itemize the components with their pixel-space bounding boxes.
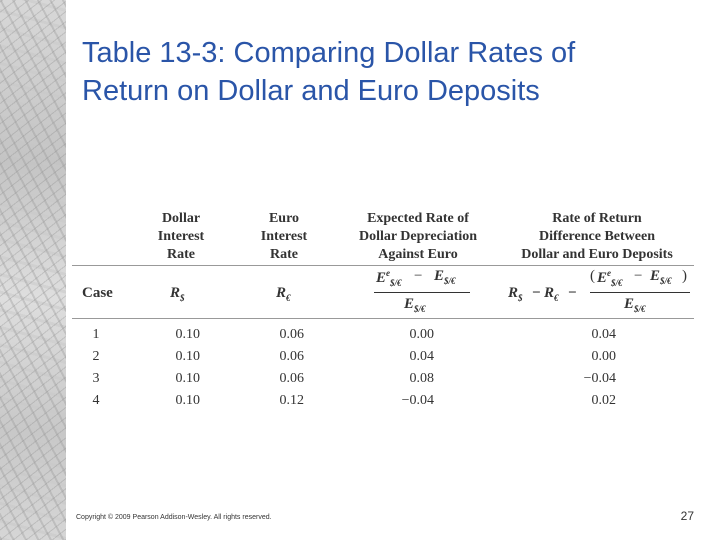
table-cell: 0.10: [175, 349, 201, 364]
table-cell: −0.04: [583, 371, 616, 386]
case-label: Case: [82, 285, 113, 301]
table-cell: 0.08: [409, 371, 435, 386]
diff-minus-1: −: [532, 285, 541, 301]
table-cell: 0.00: [591, 349, 617, 364]
table-cell: 0.12: [279, 393, 305, 408]
diff-numerator-e-spot: E$/€: [650, 268, 672, 286]
paren-open: (: [590, 268, 595, 284]
header-expected-depreciation: Expected Rate of Dollar Depreciation Aga…: [358, 211, 478, 262]
symbol-r-dollar-diff: R$: [508, 285, 523, 303]
column-dollar-rate: 0.10 0.10 0.10 0.10: [160, 324, 201, 412]
table-cell: 0.10: [175, 371, 201, 386]
diff-denominator-e-spot: E$/€: [624, 296, 646, 314]
paren-close: ): [682, 268, 687, 284]
table-cell: 0.06: [279, 349, 305, 364]
fraction-bar: [374, 292, 470, 293]
title-line-2: Return on Dollar and Euro Deposits: [82, 75, 540, 107]
fraction-numerator-e-spot: E$/€: [434, 268, 456, 286]
table-cell: 0.04: [409, 349, 435, 364]
header-rate-of-return-difference: Rate of Return Difference Between Dollar…: [521, 211, 673, 262]
table-cell: 3: [92, 371, 100, 386]
marble-side-texture: [0, 0, 66, 540]
table-cell: 2: [92, 349, 100, 364]
table-cell: 0.10: [175, 393, 201, 408]
fraction-denominator-e-spot: E$/€: [404, 296, 426, 314]
page-number: 27: [680, 509, 694, 523]
table-cell: 0.04: [591, 327, 617, 342]
header-rule: [72, 265, 694, 266]
fraction-numerator-e-expected: Ee$/€: [376, 268, 402, 288]
symbol-r-euro-diff: R€: [544, 285, 559, 303]
symbol-rule: [72, 318, 694, 319]
symbol-r-euro: R€: [276, 285, 291, 303]
header-euro-interest-rate: Euro Interest Rate: [260, 211, 308, 262]
diff-numerator-e-expected: Ee$/€: [597, 268, 623, 288]
column-case: 1 2 3 4: [90, 324, 102, 412]
table-cell: 0.06: [279, 371, 305, 386]
header-dollar-interest-rate: Dollar Interest Rate: [157, 211, 205, 262]
table-cell: 0.00: [409, 327, 435, 342]
table-cell: 1: [92, 327, 100, 342]
column-euro-rate: 0.06 0.06 0.06 0.12: [264, 324, 305, 412]
diff-fraction-minus: −: [634, 268, 643, 284]
title-line-1: Table 13-3: Comparing Dollar Rates of: [82, 37, 576, 69]
column-difference: 0.04 0.00 −0.04 0.02: [564, 324, 616, 412]
copyright-footer: Copyright © 2009 Pearson Addison-Wesley.…: [76, 514, 272, 521]
fraction-minus: −: [414, 268, 423, 284]
symbol-r-dollar: R$: [170, 285, 185, 303]
table-cell: 0.02: [591, 393, 617, 408]
diff-minus-2: −: [568, 285, 577, 301]
table-cell: −0.04: [401, 393, 434, 408]
column-depreciation: 0.00 0.04 0.08 −0.04: [384, 324, 434, 412]
table-cell: 4: [92, 393, 100, 408]
slide-title: Table 13-3: Comparing Dollar Rates of Re…: [82, 34, 702, 110]
table-cell: 0.06: [279, 327, 305, 342]
table-cell: 0.10: [175, 327, 201, 342]
diff-fraction-bar: [590, 292, 690, 293]
